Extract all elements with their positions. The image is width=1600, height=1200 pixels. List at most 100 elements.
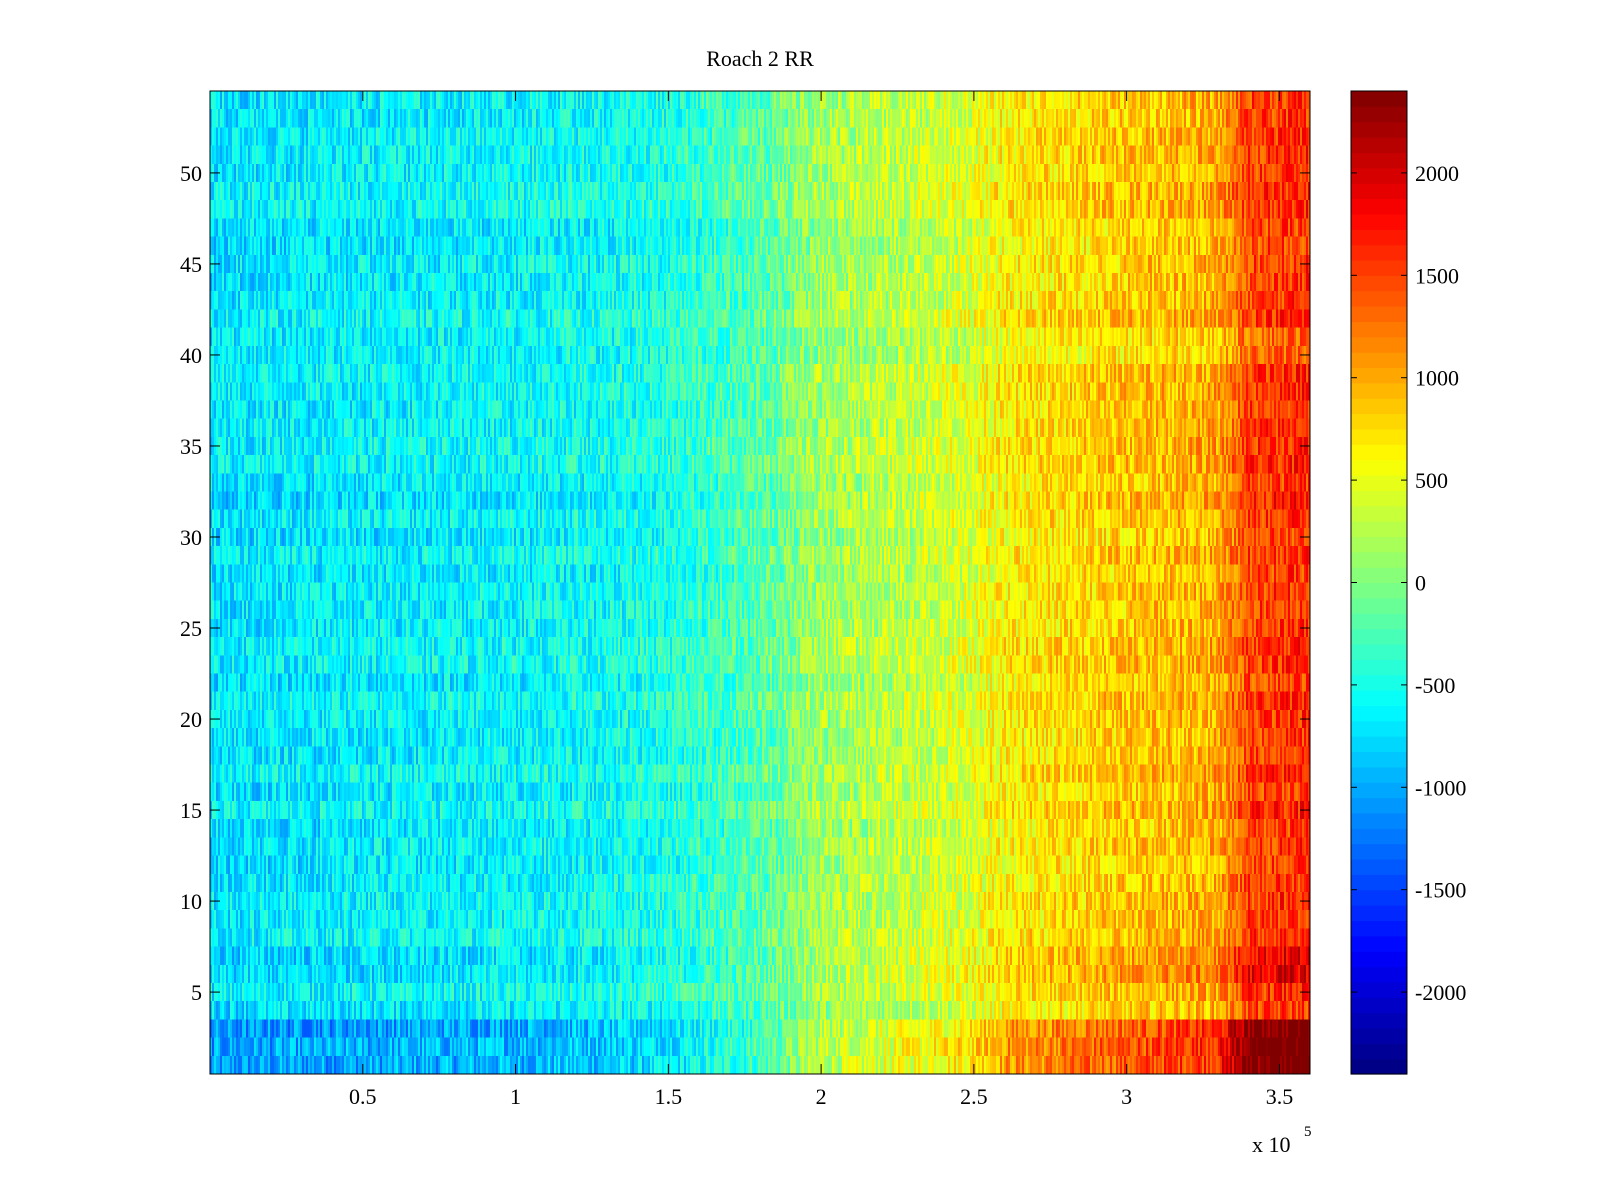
colorbar-swatch — [1351, 551, 1407, 568]
colorbar-tick-label: -500 — [1415, 673, 1455, 698]
colorbar-swatch — [1351, 336, 1407, 353]
colorbar-swatch — [1351, 828, 1407, 845]
colorbar-swatch — [1351, 259, 1407, 276]
colorbar-swatch — [1351, 889, 1407, 906]
colorbar-swatch — [1351, 705, 1407, 722]
colorbar-tick-label: 1500 — [1415, 263, 1459, 288]
colorbar-swatch — [1351, 306, 1407, 322]
colorbar-tick-label: -1500 — [1415, 878, 1466, 903]
colorbar-swatch — [1351, 428, 1407, 445]
colorbar-swatch — [1351, 981, 1407, 998]
colorbar-swatch — [1351, 858, 1407, 875]
y-tick-label: 40 — [180, 343, 202, 368]
colorbar-swatch — [1351, 843, 1407, 860]
colorbar-swatch — [1351, 782, 1407, 799]
colorbar-swatch — [1351, 444, 1407, 461]
colorbar-swatch — [1351, 198, 1407, 215]
colorbar-swatch — [1351, 474, 1407, 491]
colorbar-swatch — [1351, 751, 1407, 768]
y-tick-label: 45 — [180, 252, 202, 277]
x-exponent-base: x 10 — [1252, 1132, 1291, 1157]
colorbar-swatch — [1351, 521, 1407, 538]
heatmap-image — [210, 91, 1310, 1074]
y-tick-label: 35 — [180, 434, 202, 459]
colorbar-tick-label: 2000 — [1415, 161, 1459, 186]
colorbar-swatch — [1351, 935, 1407, 952]
colorbar-swatch — [1351, 1043, 1407, 1060]
colorbar-swatch — [1351, 244, 1407, 261]
colorbar-swatch — [1351, 382, 1407, 399]
colorbar-swatch — [1351, 536, 1407, 553]
colorbar-swatch — [1351, 920, 1407, 937]
y-tick-label: 30 — [180, 525, 202, 550]
colorbar-swatch — [1351, 106, 1407, 123]
colorbar-swatch — [1351, 951, 1407, 968]
colorbar-tick-label: -2000 — [1415, 980, 1466, 1005]
colorbar-swatch — [1351, 490, 1407, 507]
colorbar-swatch — [1351, 321, 1407, 338]
colorbar-swatch — [1351, 797, 1407, 814]
colorbar-swatch — [1351, 352, 1407, 369]
colorbar-swatch — [1351, 213, 1407, 230]
colorbar-tick-label: 500 — [1415, 468, 1448, 493]
colorbar-swatch — [1351, 413, 1407, 430]
colorbar-swatch — [1351, 736, 1407, 753]
y-axis: 5 10 15 20 25 30 35 40 45 50 — [180, 161, 1310, 1005]
colorbar-swatch — [1351, 152, 1407, 169]
colorbar-swatch — [1351, 874, 1407, 891]
colorbar-swatch — [1351, 167, 1407, 184]
x-exponent-label: x 10 5 — [1252, 1124, 1312, 1157]
chart-title: Roach 2 RR — [706, 46, 814, 71]
x-tick-label: 0.5 — [349, 1084, 377, 1109]
x-exponent-power: 5 — [1304, 1124, 1312, 1140]
colorbar-swatch — [1351, 367, 1407, 384]
colorbar-swatch — [1351, 613, 1407, 630]
colorbar-swatch — [1351, 91, 1407, 107]
colorbar-swatch — [1351, 183, 1407, 200]
colorbar-swatch — [1351, 905, 1407, 922]
x-axis: 0.5 1 1.5 2 2.5 3 3.5 — [349, 91, 1293, 1109]
y-tick-label: 50 — [180, 161, 202, 186]
x-tick-label: 2 — [816, 1084, 827, 1109]
colorbar-swatch — [1351, 812, 1407, 829]
colorbar-swatch — [1351, 720, 1407, 737]
colorbar-swatch — [1351, 275, 1407, 292]
colorbar — [1351, 91, 1407, 1075]
colorbar-swatch — [1351, 690, 1407, 706]
y-tick-label: 5 — [191, 980, 202, 1005]
plot-frame — [209, 90, 1311, 1075]
colorbar-swatch — [1351, 674, 1407, 691]
colorbar-swatch — [1351, 121, 1407, 138]
x-tick-label: 3.5 — [1266, 1084, 1294, 1109]
y-tick-label: 15 — [180, 798, 202, 823]
colorbar-swatch — [1351, 628, 1407, 645]
colorbar-swatch — [1351, 1027, 1407, 1044]
colorbar-tick-label: 0 — [1415, 571, 1426, 596]
colorbar-swatch — [1351, 229, 1407, 246]
x-tick-label: 1 — [510, 1084, 521, 1109]
colorbar-swatch — [1351, 1058, 1407, 1075]
colorbar-swatch — [1351, 766, 1407, 783]
colorbar-swatch — [1351, 398, 1407, 415]
colorbar-tick-label: 1000 — [1415, 366, 1459, 391]
colorbar-swatch — [1351, 997, 1407, 1014]
colorbar-swatch — [1351, 290, 1407, 307]
colorbar-swatch — [1351, 505, 1407, 522]
colorbar-tick-label: -1000 — [1415, 775, 1466, 800]
x-tick-label: 3 — [1121, 1084, 1132, 1109]
colorbar-swatch — [1351, 137, 1407, 154]
x-tick-label: 1.5 — [655, 1084, 683, 1109]
colorbar-swatch — [1351, 459, 1407, 476]
colorbar-swatch — [1351, 597, 1407, 614]
heatmap — [210, 91, 1310, 1074]
colorbar-swatch — [1351, 659, 1407, 676]
colorbar-swatch — [1351, 643, 1407, 660]
x-tick-label: 2.5 — [960, 1084, 988, 1109]
colorbar-swatch — [1351, 966, 1407, 983]
y-tick-label: 20 — [180, 707, 202, 732]
y-tick-label: 10 — [180, 889, 202, 914]
colorbar-swatch — [1351, 1012, 1407, 1029]
colorbar-swatch — [1351, 582, 1407, 599]
y-tick-label: 25 — [180, 616, 202, 641]
